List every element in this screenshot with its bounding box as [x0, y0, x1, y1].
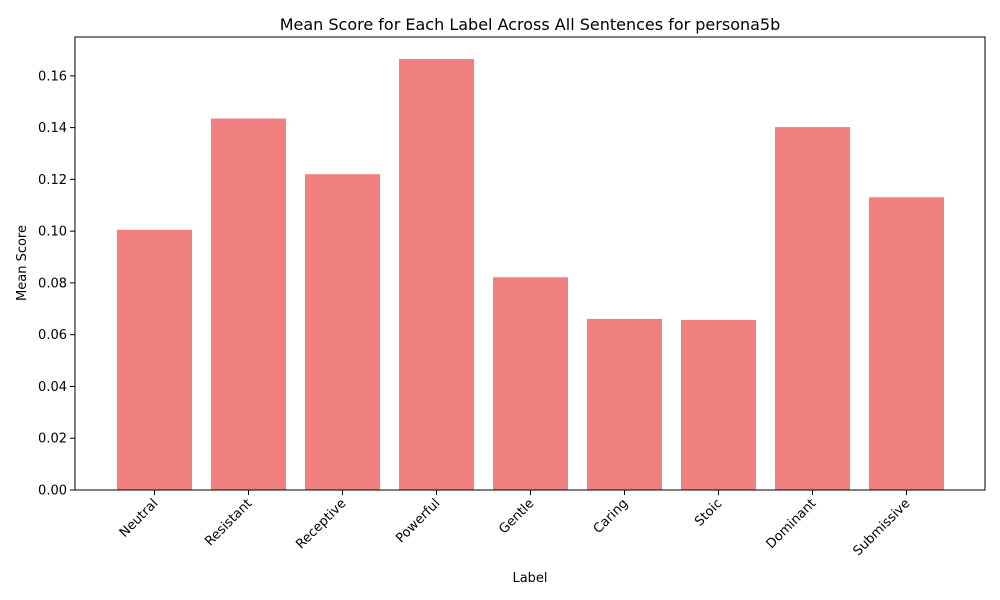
y-tick-label: 0.10 [38, 225, 67, 240]
y-axis: 0.00 0.02 0.04 0.06 0.08 0.10 0.12 0.14 0.16 [38, 69, 75, 499]
bar-powerful [399, 59, 474, 490]
x-tick-label: Submissive [850, 496, 913, 559]
x-tick-label: Caring [591, 496, 632, 537]
y-tick-label: 0.02 [38, 432, 67, 447]
bar-gentle [493, 277, 568, 490]
y-tick-label: 0.14 [38, 121, 67, 136]
x-tick-label: Gentle [496, 496, 537, 537]
bar-submissive [869, 197, 944, 490]
y-tick-label: 0.06 [38, 328, 67, 343]
bar-neutral [117, 229, 192, 490]
bar-resistant [211, 118, 286, 490]
bar-dominant [775, 127, 850, 491]
x-axis: Neutral Resistant Receptive Powerful Gentle C… [117, 490, 913, 559]
x-tick-label: Stoic [692, 496, 725, 529]
chart-title: Mean Score for Each Label Across All Sen… [280, 15, 781, 34]
x-tick-label: Powerful [393, 496, 443, 546]
y-tick-label: 0.16 [38, 69, 67, 84]
y-tick-label: 0.12 [38, 173, 67, 188]
x-tick-label: Dominant [764, 496, 820, 552]
bar-stoic [681, 319, 756, 490]
y-tick-label: 0.08 [38, 276, 67, 291]
y-axis-label: Mean Score [15, 225, 30, 301]
bar-receptive [305, 174, 380, 491]
x-tick-label: Receptive [293, 496, 349, 552]
y-tick-label: 0.04 [38, 380, 67, 395]
x-tick-label: Resistant [202, 496, 255, 549]
x-axis-label: Label [512, 571, 547, 586]
bar-caring [587, 318, 662, 490]
y-tick-label: 0.00 [38, 484, 67, 499]
bars-group [117, 59, 944, 491]
x-tick-label: Neutral [117, 496, 162, 541]
plot-frame [74, 36, 986, 491]
